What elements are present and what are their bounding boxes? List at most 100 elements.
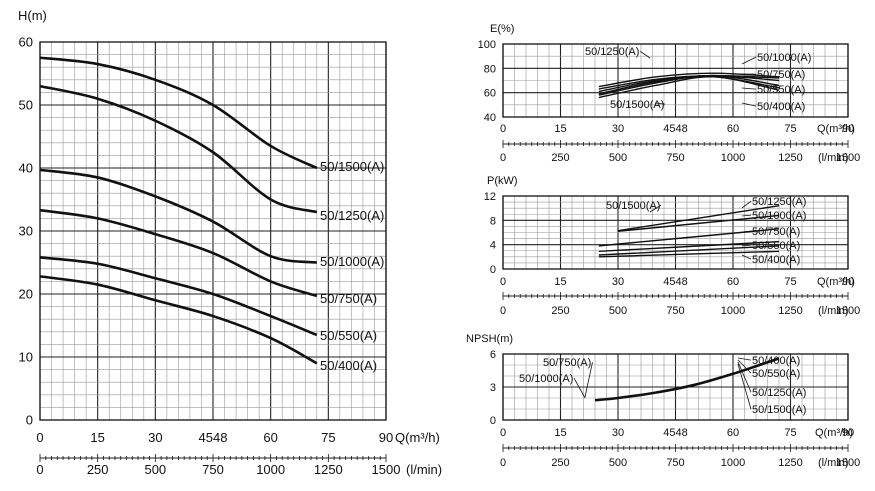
secondary-tick-label: 1500 bbox=[836, 305, 860, 317]
y-tick-label: 20 bbox=[19, 287, 33, 302]
secondary-tick-label: 500 bbox=[144, 462, 166, 477]
x-tick-label: 90 bbox=[842, 276, 854, 288]
x-tick-label: 60 bbox=[263, 430, 277, 445]
label-leader bbox=[654, 102, 666, 105]
secondary-tick-label: 250 bbox=[551, 457, 569, 469]
label-leader bbox=[737, 359, 752, 374]
y-tick-label: 0 bbox=[490, 415, 496, 427]
y-tick-label: 0 bbox=[26, 413, 33, 428]
plot-frame bbox=[39, 41, 387, 421]
label-leader bbox=[573, 377, 586, 399]
y-tick-label: 8 bbox=[490, 215, 496, 227]
series-label: 50/550(A) bbox=[320, 328, 377, 343]
series-line bbox=[598, 250, 780, 258]
series-label: 50/1000(A) bbox=[752, 210, 806, 222]
x-tick-label: 4548 bbox=[199, 430, 228, 445]
x-tick-label: 75 bbox=[321, 430, 335, 445]
label-leader bbox=[649, 204, 662, 213]
series-label: 50/400(A) bbox=[320, 358, 377, 373]
secondary-tick-label: 1500 bbox=[372, 462, 401, 477]
secondary-tick-label: 1000 bbox=[721, 305, 745, 317]
secondary-axis-label: (l/min) bbox=[406, 462, 442, 477]
chart-panel-2: 40 60 80 100 E(%) 0 15 30 4548 60 75 90Q(m³/h) 0 250 5… bbox=[478, 23, 861, 164]
x-tick-label: 90 bbox=[379, 430, 393, 445]
x-tick-label: 60 bbox=[727, 427, 739, 439]
series-line bbox=[39, 275, 318, 365]
label-leader bbox=[737, 363, 752, 410]
series-line bbox=[598, 72, 780, 88]
x-tick-label: 60 bbox=[727, 123, 739, 135]
series-label: 50/1000(A) bbox=[519, 373, 573, 385]
series-line bbox=[39, 84, 318, 214]
label-leader bbox=[741, 87, 757, 90]
secondary-tick-label: 0 bbox=[500, 305, 506, 317]
y-tick-label: 12 bbox=[484, 191, 496, 203]
x-axis-label: Q(m³/h) bbox=[817, 123, 855, 135]
secondary-tick-label: 250 bbox=[87, 462, 109, 477]
x-axis-label: Q(m³/h) bbox=[395, 430, 440, 445]
secondary-axis-label: (l/min) bbox=[818, 305, 849, 317]
secondary-tick-label: 1000 bbox=[256, 462, 285, 477]
secondary-tick-label: 750 bbox=[666, 457, 684, 469]
label-leader bbox=[741, 254, 752, 260]
series-label: 50/1250(A) bbox=[585, 46, 639, 58]
secondary-tick-label: 1500 bbox=[836, 152, 860, 164]
series-line bbox=[598, 76, 780, 99]
y-tick-label: 50 bbox=[19, 98, 33, 113]
label-leader bbox=[741, 244, 752, 247]
y-tick-label: 3 bbox=[490, 382, 496, 394]
plot-frame bbox=[502, 353, 849, 421]
series-label: 50/400(A) bbox=[752, 355, 800, 367]
secondary-tick-label: 750 bbox=[666, 152, 684, 164]
x-tick-label: 75 bbox=[784, 123, 796, 135]
x-tick-label: 0 bbox=[500, 276, 506, 288]
series-line bbox=[617, 205, 780, 232]
y-tick-label: 40 bbox=[19, 161, 33, 176]
secondary-tick-label: 1250 bbox=[778, 305, 802, 317]
x-tick-label: 90 bbox=[842, 123, 854, 135]
series-line bbox=[39, 256, 318, 337]
y-axis-label: P(kW) bbox=[487, 175, 518, 187]
series-line bbox=[598, 74, 780, 93]
series-label: 50/1000(A) bbox=[757, 52, 811, 64]
secondary-tick-label: 0 bbox=[500, 457, 506, 469]
x-tick-label: 30 bbox=[612, 427, 624, 439]
x-tick-label: 15 bbox=[554, 427, 566, 439]
chart-panel-3: 0 4 8 12 P(kW) 0 15 30 4548 60 75 90Q(m³/h) 0 250 500 7… bbox=[484, 175, 860, 317]
secondary-tick-label: 500 bbox=[609, 457, 627, 469]
y-tick-label: 6 bbox=[490, 349, 496, 361]
label-leader bbox=[584, 362, 593, 398]
label-leader bbox=[741, 214, 752, 217]
series-label: 50/750(A) bbox=[320, 291, 377, 306]
series-line bbox=[594, 357, 780, 402]
series-line bbox=[617, 214, 780, 232]
series-label: 50/550(A) bbox=[752, 368, 800, 380]
label-leader bbox=[737, 357, 752, 361]
secondary-tick-label: 1250 bbox=[314, 462, 343, 477]
plot-frame bbox=[502, 195, 849, 270]
y-tick-label: 30 bbox=[19, 224, 33, 239]
x-tick-label: 15 bbox=[90, 430, 104, 445]
x-tick-label: 0 bbox=[36, 430, 43, 445]
x-tick-label: 60 bbox=[727, 276, 739, 288]
series-label: 50/750(A) bbox=[543, 357, 591, 369]
secondary-tick-label: 250 bbox=[551, 152, 569, 164]
secondary-tick-label: 500 bbox=[609, 305, 627, 317]
series-label: 50/750(A) bbox=[752, 226, 800, 238]
secondary-tick-label: 250 bbox=[551, 305, 569, 317]
series-line bbox=[598, 228, 780, 247]
y-axis-label: NPSH(m) bbox=[466, 333, 513, 345]
x-tick-label: 30 bbox=[612, 123, 624, 135]
secondary-tick-label: 1250 bbox=[778, 152, 802, 164]
y-tick-label: 40 bbox=[484, 112, 496, 124]
series-line bbox=[39, 168, 317, 264]
series-label: 50/400(A) bbox=[757, 101, 805, 113]
series-label: 50/400(A) bbox=[752, 254, 800, 266]
y-tick-label: 4 bbox=[490, 240, 496, 252]
secondary-tick-label: 1500 bbox=[836, 457, 860, 469]
secondary-tick-label: 500 bbox=[609, 152, 627, 164]
series-line bbox=[39, 208, 318, 298]
series-line bbox=[598, 240, 780, 253]
chart-panel-1: 0 10 20 30 40 50 60 H(m) 0 15 30 4548 60 75 90 Q(m³/h) 0… bbox=[18, 8, 442, 477]
